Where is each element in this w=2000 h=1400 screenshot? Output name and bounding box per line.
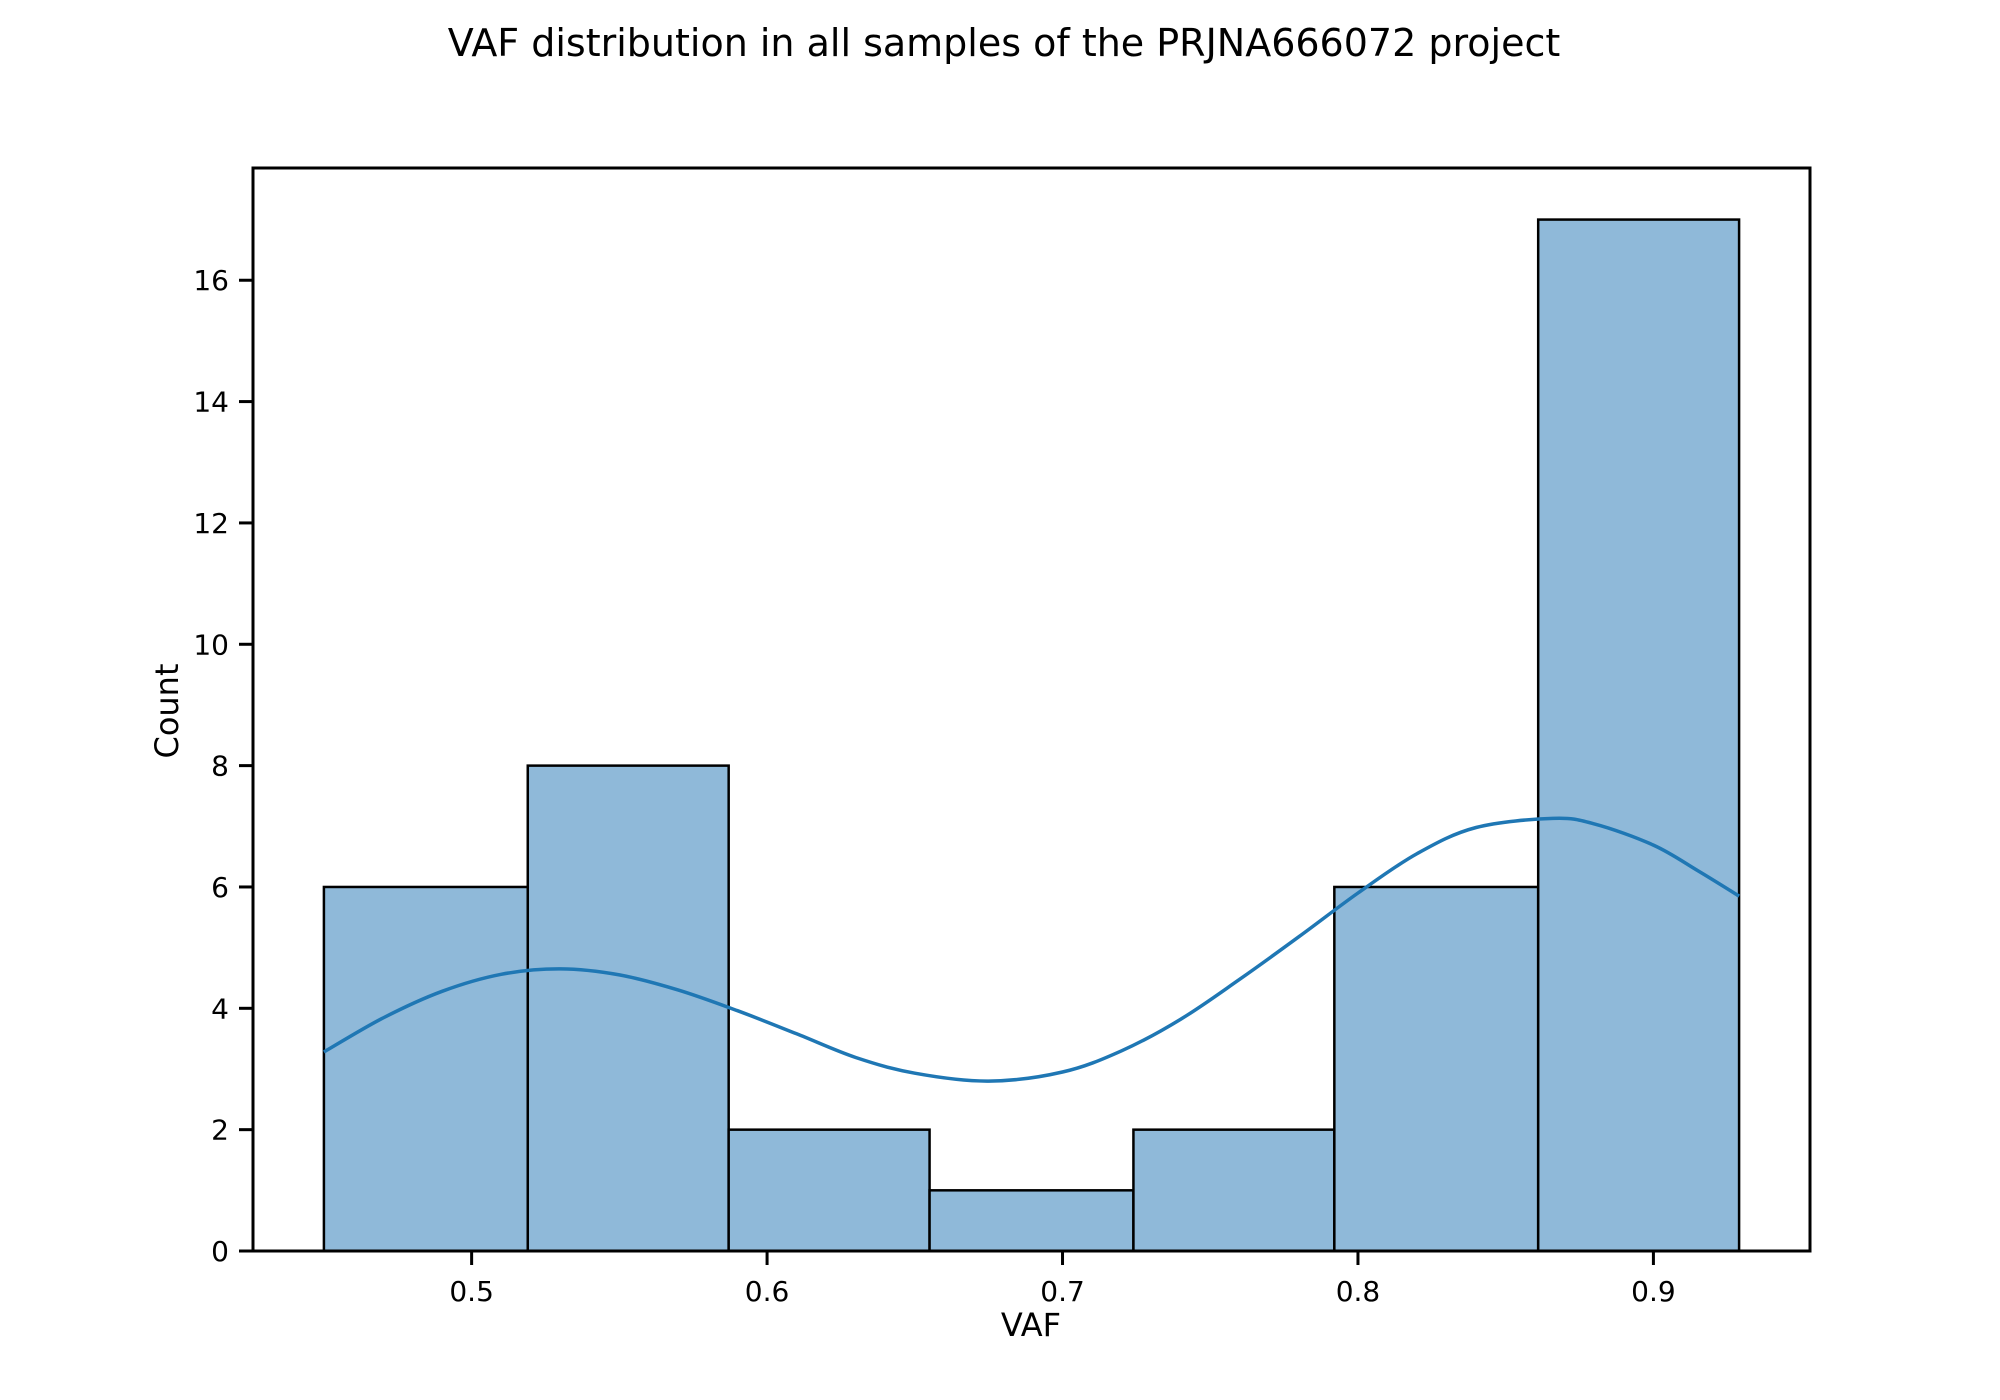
histogram-bar-2 [526,764,730,1253]
histogram-bar-7 [1536,218,1741,1253]
y-axis-title: Count [148,663,186,758]
histogram-bar-6 [1333,885,1540,1253]
y-tick-label: 6 [211,871,229,904]
histogram-bar-4 [928,1189,1135,1253]
kde-curve [323,816,1741,1083]
y-tick-label: 2 [211,1114,229,1147]
y-tick-label: 0 [211,1235,229,1268]
x-axis-title: VAF [1001,1306,1061,1344]
x-axis-ticks: 0.5 0.6 0.7 0.8 0.9 [449,1251,1676,1308]
x-tick-label: 0.5 [449,1275,494,1308]
x-tick-label: 0.6 [745,1275,790,1308]
x-tick-label: 0.7 [1040,1275,1085,1308]
histogram-bar-1 [322,885,530,1253]
histogram-bar-5 [1132,1128,1336,1253]
y-tick-label: 14 [193,386,229,419]
histogram-bar-3 [727,1128,931,1253]
y-tick-label: 4 [211,992,229,1025]
chart-title: VAF distribution in all samples of the P… [448,21,1560,65]
y-tick-label: 12 [193,507,229,540]
y-tick-label: 10 [193,628,229,661]
y-tick-label: 8 [211,750,229,783]
x-tick-label: 0.8 [1336,1275,1381,1308]
plot-frame [251,166,1812,1253]
x-tick-label: 0.9 [1631,1275,1676,1308]
y-axis-ticks: 0 2 4 6 8 10 12 14 16 [193,264,253,1268]
histogram-bars [322,218,1741,1253]
y-tick-label: 16 [193,264,229,297]
